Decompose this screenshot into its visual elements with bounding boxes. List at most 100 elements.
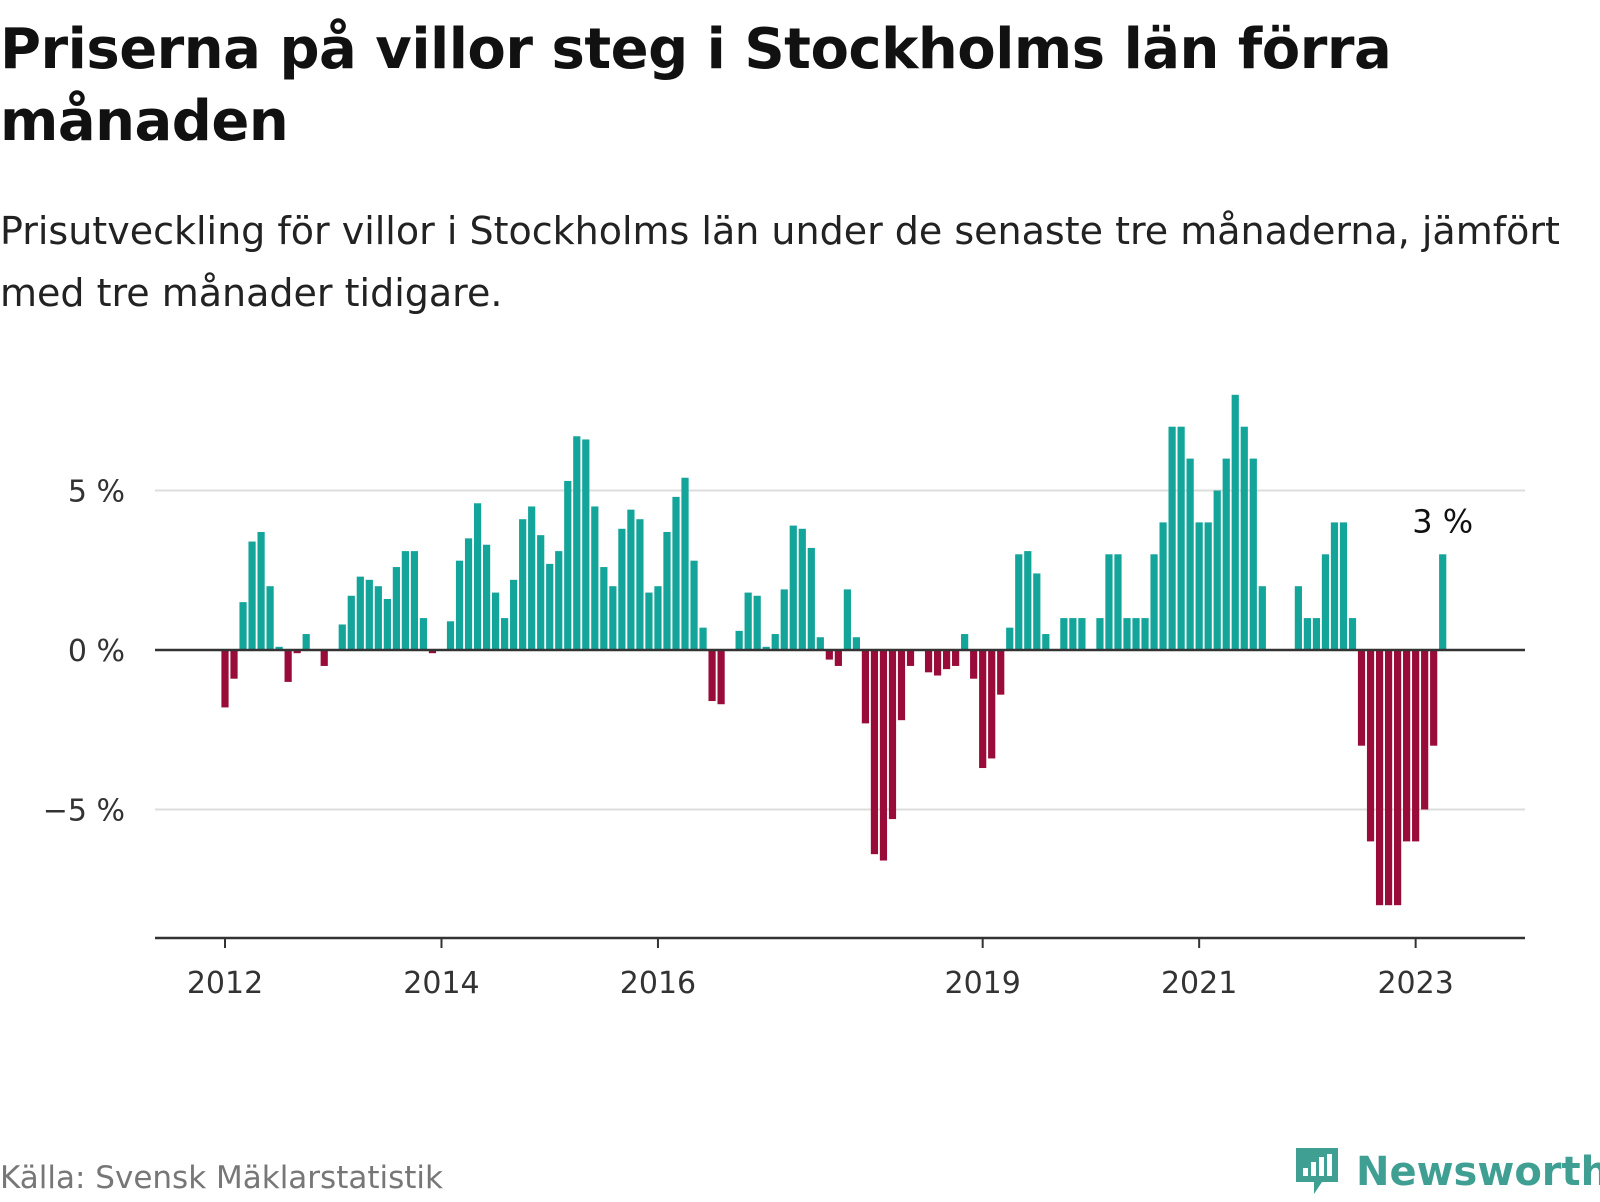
bar-negative	[230, 650, 238, 679]
bar-positive	[1348, 618, 1357, 650]
logo-text: Newsworthy	[1356, 1149, 1600, 1195]
bar-positive	[1042, 634, 1050, 650]
bar-negative	[924, 650, 933, 673]
bar-positive	[519, 519, 527, 650]
bar-negative	[1421, 650, 1429, 810]
bar-positive	[302, 634, 310, 650]
x-tick-label: 2012	[187, 966, 263, 1001]
bar-negative	[320, 650, 328, 666]
bar-positive	[492, 592, 500, 650]
y-tick-label: 5 %	[68, 475, 125, 510]
source-note: Källa: Svensk Mäklarstatistik	[0, 1160, 443, 1196]
bar-positive	[555, 551, 563, 650]
bar-positive	[239, 602, 247, 650]
bar-positive	[699, 627, 707, 650]
bar-negative	[870, 650, 879, 855]
bar-positive	[564, 480, 572, 650]
bar-positive	[455, 560, 464, 650]
bar-positive	[464, 538, 473, 650]
bar-positive	[257, 531, 265, 650]
bar-positive	[1294, 586, 1302, 650]
bar-negative	[933, 650, 942, 676]
bar-negative	[717, 650, 725, 705]
bar-negative	[834, 650, 842, 666]
bar-positive	[347, 595, 355, 650]
bar-positive	[762, 646, 770, 650]
bar-negative	[970, 650, 978, 679]
bar-negative	[988, 650, 996, 759]
bar-positive	[1312, 618, 1321, 650]
bar-positive	[807, 547, 815, 650]
bar-positive	[1249, 458, 1257, 650]
chart-subtitle: Prisutveckling för villor i Stockholms l…	[0, 209, 1560, 315]
bar-positive	[744, 592, 752, 650]
bar-positive	[852, 637, 860, 650]
bar-positive	[1150, 554, 1158, 650]
bar-positive	[618, 528, 626, 650]
bar-positive	[798, 528, 806, 650]
bar-positive	[482, 544, 491, 650]
bar-positive	[654, 586, 662, 650]
bar-positive	[446, 621, 455, 650]
bar-positive	[356, 576, 364, 650]
bar-negative	[428, 650, 437, 654]
bar-positive	[537, 535, 545, 650]
bar-positive	[392, 567, 400, 650]
bar-chart: 5 % 0 % −5 % 2012 2014 2016 2019 2021 2023 3 %	[43, 394, 1525, 1002]
bar-positive	[338, 624, 346, 650]
bar-positive	[528, 506, 536, 650]
bar-positive	[1006, 627, 1014, 650]
bar-negative	[708, 650, 716, 702]
bar-positive	[275, 646, 283, 650]
bar-negative	[879, 650, 888, 861]
bar-negative	[888, 650, 897, 820]
x-tick-label: 2016	[620, 966, 696, 1001]
bar-positive	[771, 634, 779, 650]
bar-positive	[1231, 394, 1239, 650]
bar-negative	[284, 650, 292, 682]
bar-negative	[897, 650, 906, 721]
y-tick-label: −5 %	[43, 794, 125, 829]
bar-negative	[1357, 650, 1366, 746]
bar-positive	[690, 560, 698, 650]
bar-positive	[1258, 586, 1266, 650]
bar-negative	[1394, 650, 1402, 906]
bar-negative	[1412, 650, 1420, 842]
bar-positive	[374, 586, 382, 650]
bar-positive	[1339, 522, 1348, 650]
bar-positive	[645, 592, 653, 650]
bar-positive	[1213, 490, 1221, 650]
bar-positive	[1141, 618, 1149, 650]
bar-positive	[1195, 522, 1203, 650]
bar-positive	[510, 579, 518, 650]
bar-positive	[636, 519, 644, 650]
bar-negative	[825, 650, 833, 660]
bar-positive	[573, 436, 581, 650]
axes	[155, 648, 1525, 948]
bar-negative	[221, 650, 229, 708]
bar-positive	[1159, 522, 1167, 650]
bar-positive	[1321, 554, 1330, 650]
bar-positive	[1132, 618, 1140, 650]
x-tick-label: 2021	[1161, 966, 1237, 1001]
bar-positive	[473, 503, 482, 650]
bar-negative	[906, 650, 915, 666]
bar-positive	[1096, 618, 1104, 650]
bar-positive	[753, 595, 761, 650]
bar-positive	[600, 567, 608, 650]
bar-positive	[1186, 458, 1194, 650]
labels: 5 % 0 % −5 % 2012 2014 2016 2019 2021 2023 3 %	[43, 475, 1473, 1002]
bar-positive	[1240, 426, 1248, 650]
bar-positive	[681, 477, 689, 650]
bar-positive	[735, 630, 743, 650]
y-tick-label: 0 %	[68, 634, 125, 669]
bar-negative	[293, 650, 301, 654]
last-value-label: 3 %	[1412, 502, 1473, 540]
bar-positive	[365, 579, 373, 650]
newsworthy-chart-icon	[1296, 1148, 1338, 1194]
bar-negative	[997, 650, 1005, 695]
bar-positive	[1168, 426, 1176, 650]
bars	[221, 394, 1447, 906]
newsworthy-logo: Newsworthy	[1292, 1142, 1600, 1202]
bar-positive	[627, 509, 635, 650]
